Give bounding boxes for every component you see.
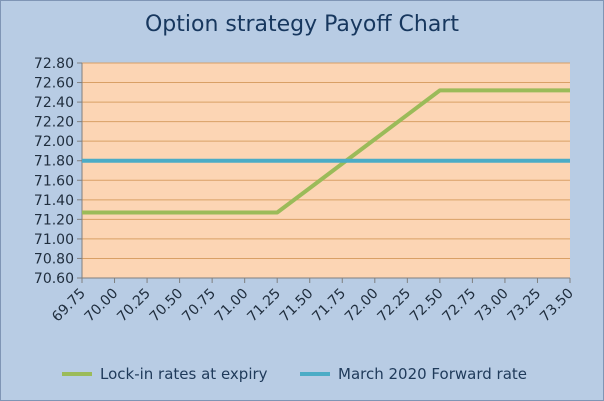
- series-lines: [82, 88, 570, 215]
- x-tick-label: 70.75: [179, 286, 219, 326]
- y-tick-label: 71.60: [34, 173, 74, 189]
- x-axis-ticks: 69.7570.0070.2570.5070.7571.0071.2571.50…: [49, 278, 577, 325]
- x-tick-label: 73.25: [505, 286, 545, 326]
- y-tick-label: 71.80: [34, 154, 74, 170]
- x-tick-label: 70.25: [114, 286, 154, 326]
- x-tick-label: 72.75: [440, 286, 480, 326]
- x-tick-label: 71.50: [277, 286, 317, 326]
- legend: Lock-in rates at expiry March 2020 Forwar…: [62, 365, 527, 383]
- plot-area: [82, 63, 570, 278]
- y-tick-label: 72.40: [34, 95, 74, 111]
- x-tick-label: 70.00: [82, 286, 122, 326]
- x-tick-label: 72.25: [374, 286, 414, 326]
- x-tick-label: 73.00: [472, 286, 512, 326]
- legend-label-0: Lock-in rates at expiry: [100, 365, 268, 383]
- series-line-0: [82, 88, 570, 215]
- y-tick-label: 71.00: [34, 232, 74, 248]
- x-tick-label: 70.50: [147, 286, 187, 326]
- y-tick-label: 72.00: [34, 134, 74, 150]
- y-tick-label: 72.80: [34, 56, 74, 72]
- y-tick-label: 71.20: [34, 212, 74, 228]
- y-tick-label: 70.60: [34, 271, 74, 287]
- x-tick-label: 69.75: [49, 286, 89, 326]
- chart-title: Option strategy Payoff Chart: [144, 12, 459, 37]
- y-tick-label: 72.60: [34, 76, 74, 92]
- x-tick-label: 71.25: [244, 286, 284, 326]
- x-tick-label: 71.00: [212, 286, 252, 326]
- x-tick-label: 71.75: [309, 286, 349, 326]
- x-tick-label: 72.00: [342, 286, 382, 326]
- x-tick-label: 72.50: [407, 286, 447, 326]
- y-axis-ticks: 70.60 70.80 71.00 71.20 71.40 71.60 71.80 72.00…: [34, 56, 82, 287]
- legend-label-1: March 2020 Forward rate: [338, 365, 527, 383]
- y-tick-label: 72.20: [34, 115, 74, 131]
- y-tick-label: 71.40: [34, 193, 74, 209]
- y-tick-label: 70.80: [34, 251, 74, 267]
- x-tick-label: 73.50: [537, 286, 577, 326]
